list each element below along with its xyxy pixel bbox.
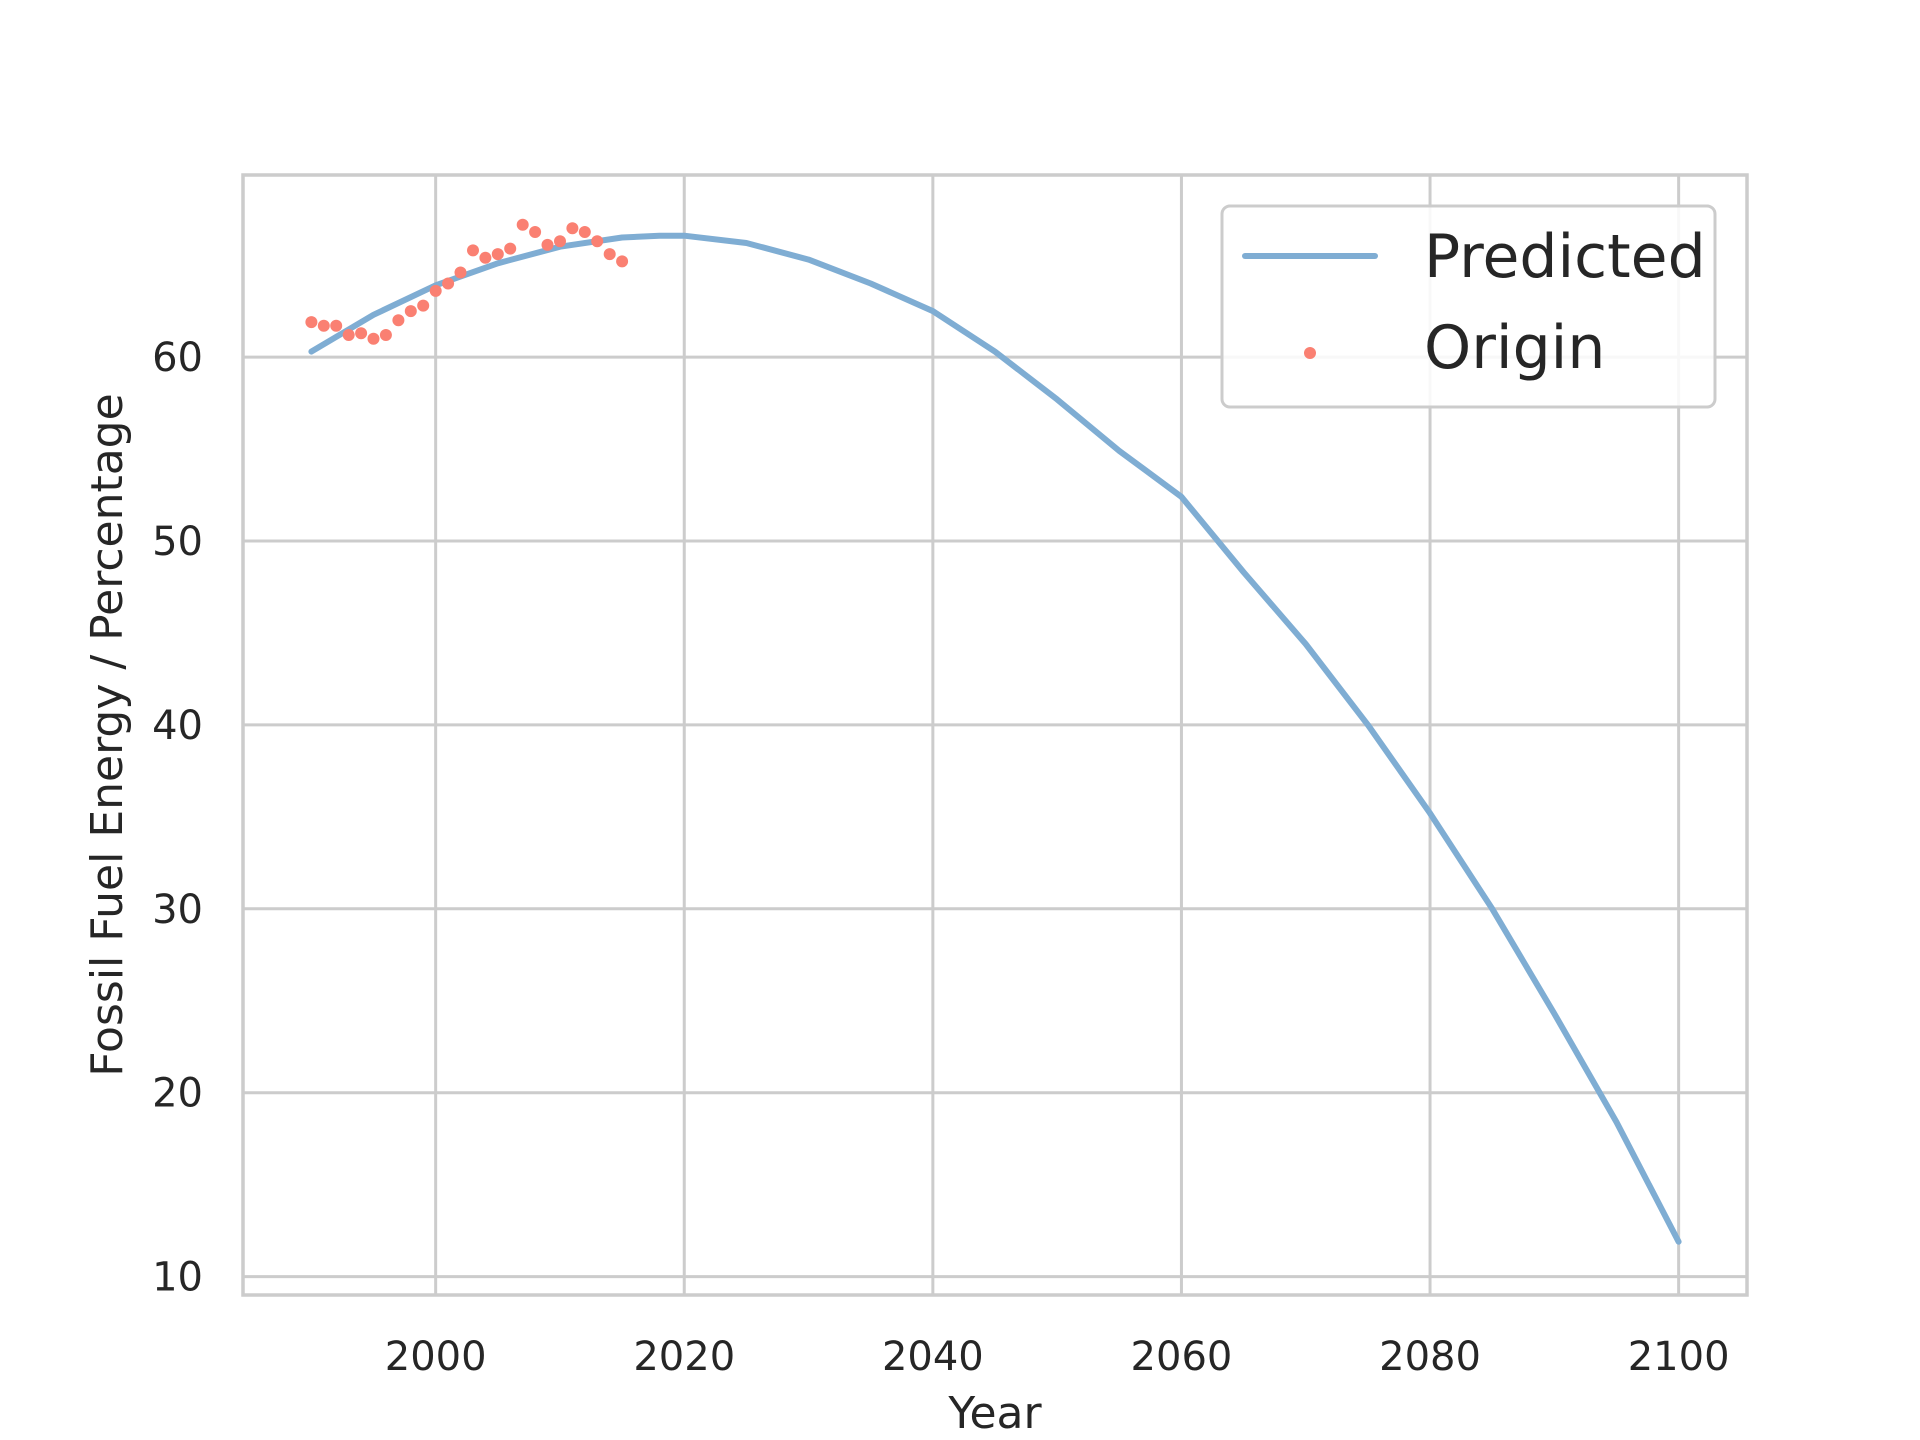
- x-tick-label: 2040: [882, 1334, 984, 1380]
- y-tick-label: 60: [152, 335, 203, 381]
- origin-point: [591, 235, 604, 248]
- origin-point: [603, 248, 616, 261]
- origin-point: [541, 238, 554, 251]
- origin-point: [491, 248, 504, 261]
- tick-labels: 2000 2020 2040 2060 2080 2100 10 20 30 40 50 60: [152, 335, 1729, 1380]
- origin-point: [355, 327, 368, 340]
- x-tick-label: 2060: [1131, 1334, 1233, 1380]
- origin-point: [317, 319, 330, 332]
- y-tick-label: 40: [152, 703, 203, 749]
- origin-point: [305, 316, 318, 329]
- origin-point: [529, 226, 542, 238]
- plot-series: [305, 218, 1682, 1245]
- origin-point: [516, 218, 529, 231]
- y-tick-label: 30: [152, 887, 203, 933]
- origin-point: [616, 255, 629, 268]
- legend-origin-label: Origin: [1424, 313, 1605, 383]
- origin-point: [442, 277, 455, 290]
- plot-frame: [241, 173, 1749, 1297]
- origin-point: [554, 235, 566, 248]
- y-tick-label: 20: [152, 1071, 203, 1117]
- origin-point: [479, 251, 492, 264]
- origin-point: [330, 319, 343, 332]
- origin-point: [417, 299, 430, 312]
- y-tick-label: 10: [152, 1255, 203, 1301]
- origin-point: [467, 244, 479, 257]
- origin-point: [454, 266, 467, 279]
- x-axis-title: Year: [947, 1388, 1042, 1439]
- origin-point: [429, 284, 442, 297]
- origin-point: [367, 332, 380, 345]
- x-tick-label: 2020: [633, 1334, 735, 1380]
- y-tick-label: 50: [152, 519, 203, 565]
- y-axis-title: Fossil Fuel Energy / Percentage: [82, 393, 133, 1076]
- origin-point: [578, 226, 591, 238]
- legend-origin-swatch: [1304, 347, 1316, 359]
- legend-predicted-label: Predicted: [1424, 222, 1706, 292]
- x-tick-label: 2100: [1628, 1334, 1730, 1380]
- origin-point: [566, 222, 579, 235]
- legend: Predicted Origin: [1220, 204, 1717, 409]
- origin-point: [404, 305, 417, 318]
- origin-point: [379, 329, 392, 341]
- origin-point: [392, 314, 405, 327]
- x-tick-label: 2080: [1379, 1334, 1481, 1380]
- grid: [243, 175, 1747, 1295]
- x-tick-label: 2000: [385, 1334, 487, 1380]
- origin-point: [342, 329, 355, 341]
- origin-point: [504, 242, 517, 255]
